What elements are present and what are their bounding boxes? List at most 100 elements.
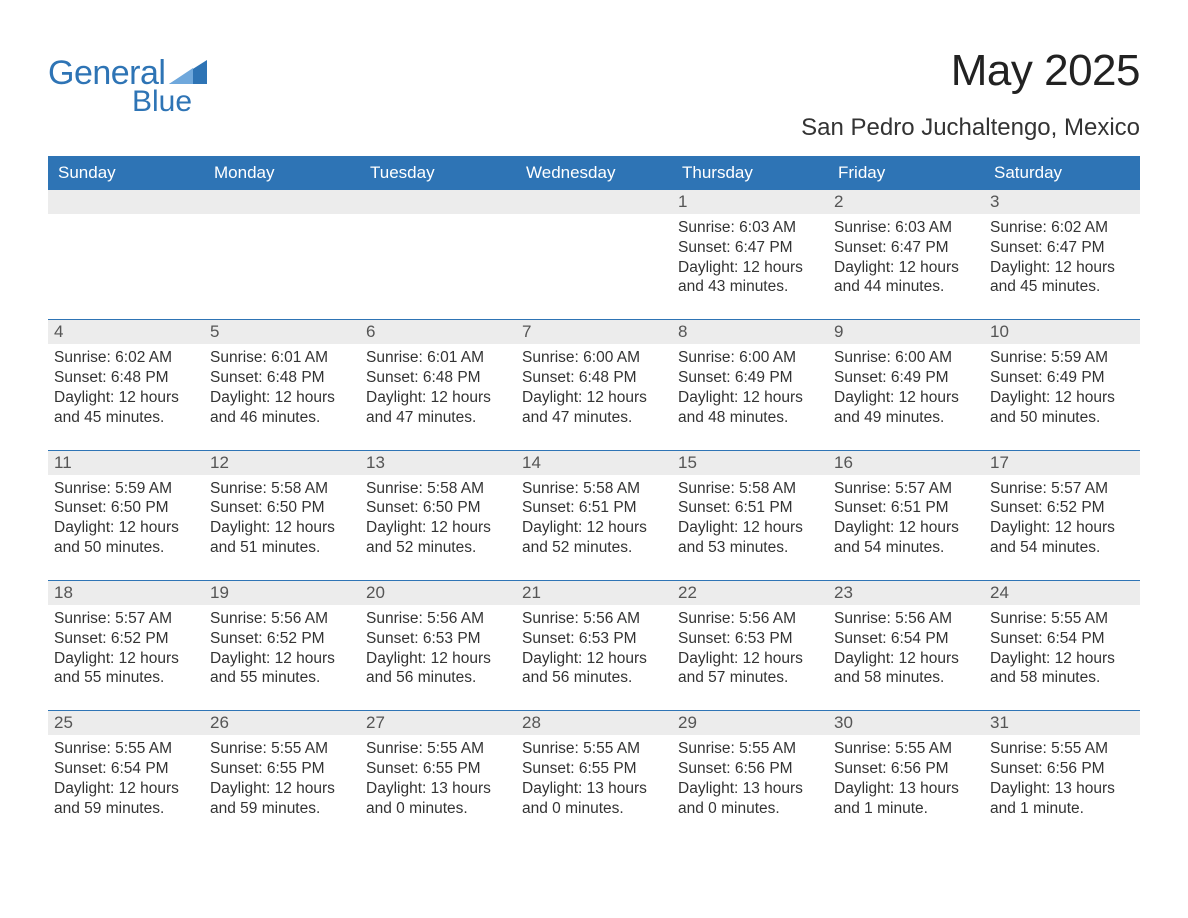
- day-body: Sunrise: 5:55 AMSunset: 6:55 PMDaylight:…: [366, 739, 506, 818]
- calendar-day-cell: 7Sunrise: 6:00 AMSunset: 6:48 PMDaylight…: [516, 320, 672, 449]
- calendar-week-row: 11Sunrise: 5:59 AMSunset: 6:50 PMDayligh…: [48, 450, 1140, 580]
- calendar-day-cell: [204, 190, 360, 319]
- day-body: Sunrise: 6:02 AMSunset: 6:48 PMDaylight:…: [54, 348, 194, 427]
- calendar-day-cell: 26Sunrise: 5:55 AMSunset: 6:55 PMDayligh…: [204, 711, 360, 840]
- sunrise-line: Sunrise: 5:55 AM: [522, 739, 662, 759]
- sunrise-line: Sunrise: 6:00 AM: [522, 348, 662, 368]
- day-number: 10: [990, 322, 1009, 341]
- day-number-bar: 19: [204, 581, 360, 605]
- day-number: 16: [834, 453, 853, 472]
- sunset-line: Sunset: 6:51 PM: [522, 498, 662, 518]
- day-body: Sunrise: 5:56 AMSunset: 6:53 PMDaylight:…: [366, 609, 506, 688]
- day-body: Sunrise: 6:01 AMSunset: 6:48 PMDaylight:…: [210, 348, 350, 427]
- sunset-line: Sunset: 6:48 PM: [522, 368, 662, 388]
- day-body: Sunrise: 5:56 AMSunset: 6:53 PMDaylight:…: [522, 609, 662, 688]
- day-body: Sunrise: 5:58 AMSunset: 6:50 PMDaylight:…: [366, 479, 506, 558]
- calendar-day-cell: 3Sunrise: 6:02 AMSunset: 6:47 PMDaylight…: [984, 190, 1140, 319]
- day-number-bar: 26: [204, 711, 360, 735]
- day-number-bar: 16: [828, 451, 984, 475]
- day-number-bar: [48, 190, 204, 214]
- sunrise-line: Sunrise: 5:55 AM: [366, 739, 506, 759]
- day-body: Sunrise: 5:57 AMSunset: 6:52 PMDaylight:…: [54, 609, 194, 688]
- daylight-line: Daylight: 12 hours and 51 minutes.: [210, 518, 350, 558]
- day-number-bar: 8: [672, 320, 828, 344]
- sunset-line: Sunset: 6:47 PM: [990, 238, 1130, 258]
- dow-cell: Saturday: [984, 156, 1140, 190]
- day-body: Sunrise: 5:55 AMSunset: 6:56 PMDaylight:…: [678, 739, 818, 818]
- sunrise-line: Sunrise: 5:55 AM: [210, 739, 350, 759]
- day-number-bar: 5: [204, 320, 360, 344]
- day-body: Sunrise: 5:59 AMSunset: 6:49 PMDaylight:…: [990, 348, 1130, 427]
- day-number-bar: 9: [828, 320, 984, 344]
- sunrise-line: Sunrise: 5:56 AM: [678, 609, 818, 629]
- sunrise-line: Sunrise: 5:57 AM: [834, 479, 974, 499]
- day-body: Sunrise: 5:55 AMSunset: 6:56 PMDaylight:…: [990, 739, 1130, 818]
- day-number-bar: 25: [48, 711, 204, 735]
- sunrise-line: Sunrise: 5:55 AM: [990, 739, 1130, 759]
- sunrise-line: Sunrise: 5:58 AM: [522, 479, 662, 499]
- sunset-line: Sunset: 6:47 PM: [834, 238, 974, 258]
- day-number: 26: [210, 713, 229, 732]
- sunrise-line: Sunrise: 5:56 AM: [834, 609, 974, 629]
- daylight-line: Daylight: 12 hours and 45 minutes.: [990, 258, 1130, 298]
- sunset-line: Sunset: 6:49 PM: [990, 368, 1130, 388]
- day-number-bar: 18: [48, 581, 204, 605]
- day-number: 2: [834, 192, 843, 211]
- day-number-bar: 29: [672, 711, 828, 735]
- day-number: 31: [990, 713, 1009, 732]
- day-number-bar: [360, 190, 516, 214]
- day-number: 19: [210, 583, 229, 602]
- sunset-line: Sunset: 6:49 PM: [834, 368, 974, 388]
- calendar-day-cell: 18 Sunrise: 5:57 AMSunset: 6:52 PMDayligh…: [48, 581, 204, 710]
- daylight-line: Daylight: 12 hours and 50 minutes.: [54, 518, 194, 558]
- calendar-day-cell: 16 Sunrise: 5:57 AMSunset: 6:51 PMDayligh…: [828, 451, 984, 580]
- calendar-day-cell: 9Sunrise: 6:00 AMSunset: 6:49 PMDaylight…: [828, 320, 984, 449]
- sunrise-line: Sunrise: 5:58 AM: [210, 479, 350, 499]
- sunset-line: Sunset: 6:53 PM: [366, 629, 506, 649]
- day-number-bar: 4: [48, 320, 204, 344]
- daylight-line: Daylight: 12 hours and 56 minutes.: [522, 649, 662, 689]
- day-number-bar: 3: [984, 190, 1140, 214]
- daylight-line: Daylight: 12 hours and 58 minutes.: [990, 649, 1130, 689]
- calendar-day-cell: 1Sunrise: 6:03 AMSunset: 6:47 PMDaylight…: [672, 190, 828, 319]
- calendar-day-cell: 27Sunrise: 5:55 AMSunset: 6:55 PMDayligh…: [360, 711, 516, 840]
- sunrise-line: Sunrise: 6:00 AM: [678, 348, 818, 368]
- sunrise-line: Sunrise: 5:59 AM: [990, 348, 1130, 368]
- sunset-line: Sunset: 6:54 PM: [834, 629, 974, 649]
- daylight-line: Daylight: 12 hours and 55 minutes.: [210, 649, 350, 689]
- dow-cell: Monday: [204, 156, 360, 190]
- calendar-day-cell: 19Sunrise: 5:56 AMSunset: 6:52 PMDayligh…: [204, 581, 360, 710]
- sunset-line: Sunset: 6:56 PM: [990, 759, 1130, 779]
- page-title: May 2025: [801, 46, 1140, 96]
- day-number: 22: [678, 583, 697, 602]
- daylight-line: Daylight: 12 hours and 52 minutes.: [366, 518, 506, 558]
- sunrise-line: Sunrise: 5:58 AM: [678, 479, 818, 499]
- day-body: Sunrise: 5:57 AMSunset: 6:51 PMDaylight:…: [834, 479, 974, 558]
- day-body: Sunrise: 5:56 AMSunset: 6:54 PMDaylight:…: [834, 609, 974, 688]
- day-number: 30: [834, 713, 853, 732]
- daylight-line: Daylight: 12 hours and 49 minutes.: [834, 388, 974, 428]
- day-body: Sunrise: 5:58 AMSunset: 6:51 PMDaylight:…: [678, 479, 818, 558]
- calendar-day-cell: 24Sunrise: 5:55 AMSunset: 6:54 PMDayligh…: [984, 581, 1140, 710]
- sunrise-line: Sunrise: 5:56 AM: [210, 609, 350, 629]
- daylight-line: Daylight: 12 hours and 56 minutes.: [366, 649, 506, 689]
- day-number-bar: 22: [672, 581, 828, 605]
- dow-header-row: Sunday Monday Tuesday Wednesday Thursday…: [48, 156, 1140, 190]
- day-number: 15: [678, 453, 697, 472]
- header: General Blue May 2025 San Pedro Juchalte…: [48, 30, 1140, 142]
- calendar-day-cell: 17Sunrise: 5:57 AMSunset: 6:52 PMDayligh…: [984, 451, 1140, 580]
- day-number-bar: 12: [204, 451, 360, 475]
- day-number-bar: 6: [360, 320, 516, 344]
- day-number-bar: 17: [984, 451, 1140, 475]
- sunset-line: Sunset: 6:50 PM: [54, 498, 194, 518]
- day-number: 5: [210, 322, 219, 341]
- daylight-line: Daylight: 12 hours and 59 minutes.: [210, 779, 350, 819]
- daylight-line: Daylight: 12 hours and 45 minutes.: [54, 388, 194, 428]
- day-body: Sunrise: 6:00 AMSunset: 6:48 PMDaylight:…: [522, 348, 662, 427]
- sunrise-line: Sunrise: 5:55 AM: [678, 739, 818, 759]
- sunset-line: Sunset: 6:55 PM: [366, 759, 506, 779]
- sunset-line: Sunset: 6:49 PM: [678, 368, 818, 388]
- calendar-day-cell: 11Sunrise: 5:59 AMSunset: 6:50 PMDayligh…: [48, 451, 204, 580]
- day-number: 25: [54, 713, 73, 732]
- daylight-line: Daylight: 12 hours and 54 minutes.: [990, 518, 1130, 558]
